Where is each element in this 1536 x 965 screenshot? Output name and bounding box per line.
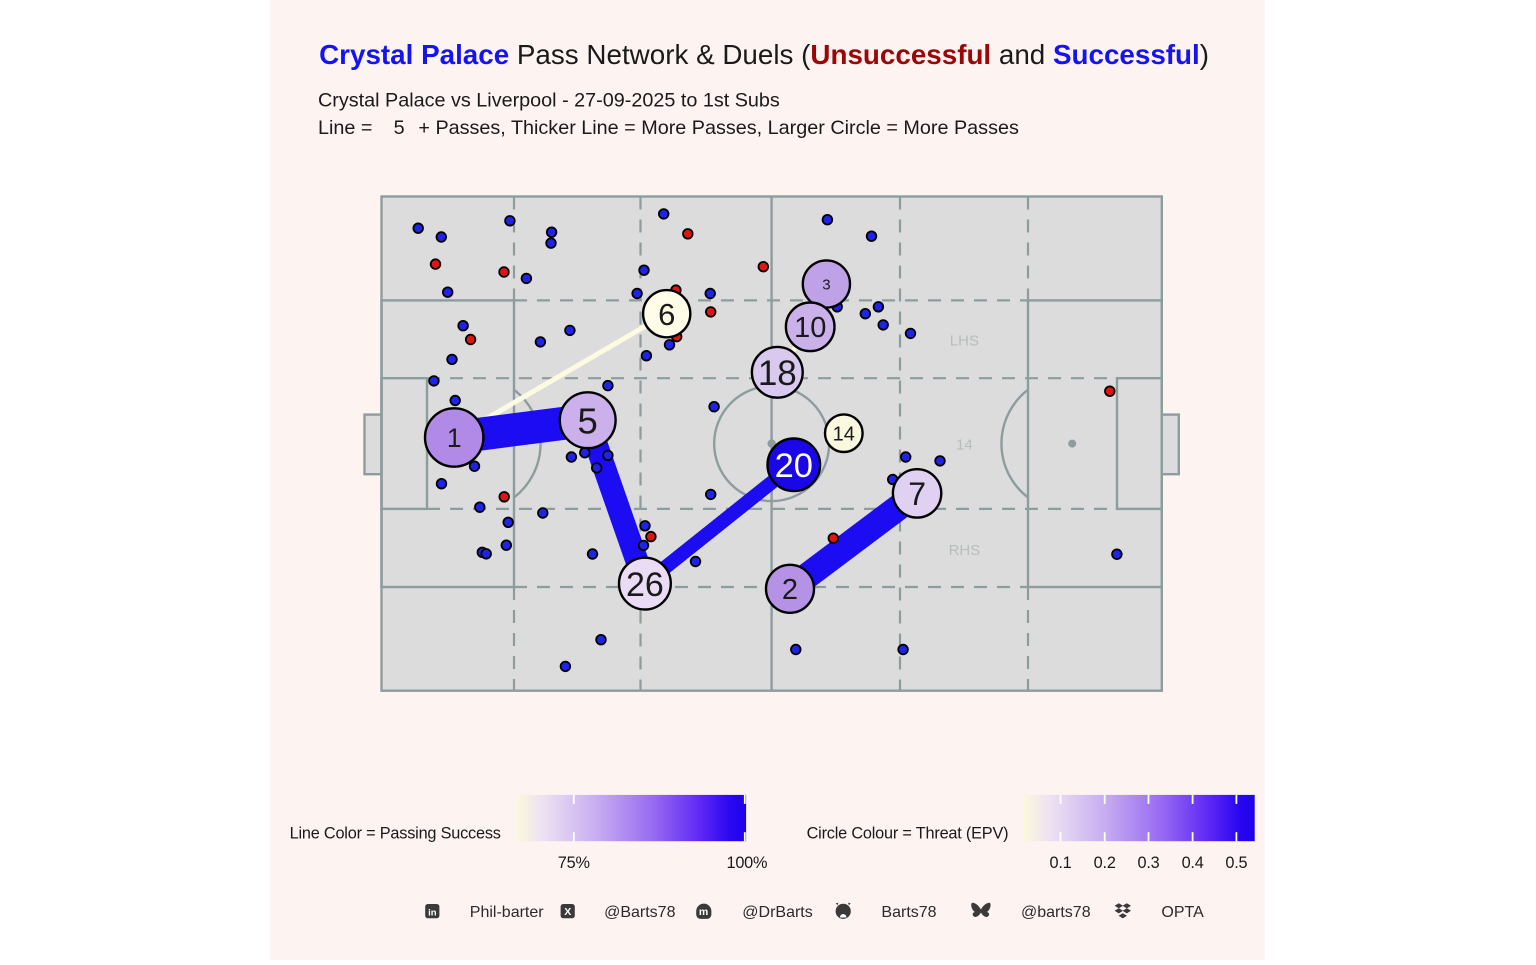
svg-text:Circle Colour = Threat (EPV): Circle Colour = Threat (EPV) xyxy=(807,825,1009,843)
svg-text:1: 1 xyxy=(447,423,462,453)
svg-text:@DrBarts: @DrBarts xyxy=(742,904,812,921)
svg-text:10: 10 xyxy=(794,312,826,344)
svg-text:LHS: LHS xyxy=(950,333,979,350)
svg-text:X: X xyxy=(564,906,571,918)
svg-text:0.3: 0.3 xyxy=(1137,854,1159,872)
svg-text:14: 14 xyxy=(956,437,973,454)
svg-text:5: 5 xyxy=(578,400,598,441)
svg-text:0.4: 0.4 xyxy=(1182,854,1204,872)
svg-text:OPTA: OPTA xyxy=(1161,904,1204,921)
svg-text:100%: 100% xyxy=(726,854,767,872)
svg-text:3: 3 xyxy=(822,276,830,293)
svg-text:@barts78: @barts78 xyxy=(1021,904,1091,921)
svg-text:Phil-barter: Phil-barter xyxy=(470,904,544,921)
svg-text:14: 14 xyxy=(833,423,855,445)
svg-text:0.5: 0.5 xyxy=(1225,854,1247,872)
svg-text:Barts78: Barts78 xyxy=(881,904,936,921)
svg-text:Line =5+ Passes, Thicker Line: Line = 5 + Passes, Thicker Line = More Pas… xyxy=(318,117,1019,139)
svg-text:RHS: RHS xyxy=(949,542,981,559)
svg-text:@Barts78: @Barts78 xyxy=(604,904,675,921)
svg-text:0.1: 0.1 xyxy=(1049,854,1071,872)
svg-text:2: 2 xyxy=(782,574,798,606)
svg-text:Crystal Palace Pass Network &: Crystal Palace Pass Network & Duels (Uns… xyxy=(319,39,1209,70)
svg-text:18: 18 xyxy=(758,354,797,393)
svg-text:Crystal Palace vs Liverpool -: Crystal Palace vs Liverpool - 27-09-2025… xyxy=(318,90,780,112)
svg-text:6: 6 xyxy=(658,297,675,332)
svg-text:0.2: 0.2 xyxy=(1094,854,1116,872)
svg-text:Line Color = Passing Success: Line Color = Passing Success xyxy=(290,825,501,843)
svg-text:in: in xyxy=(428,907,437,918)
svg-text:7: 7 xyxy=(908,476,926,512)
svg-text:20: 20 xyxy=(775,447,813,485)
svg-text:m: m xyxy=(699,906,708,918)
svg-text:75%: 75% xyxy=(558,854,590,872)
svg-text:26: 26 xyxy=(626,566,664,604)
